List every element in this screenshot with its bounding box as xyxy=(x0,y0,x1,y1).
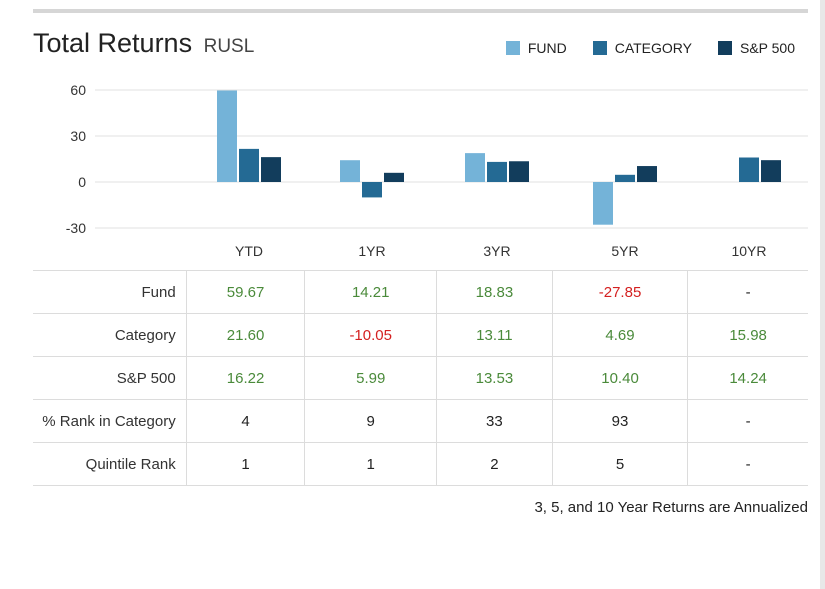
legend-item: S&P 500 xyxy=(717,40,795,56)
legend-swatch xyxy=(505,41,520,55)
table-cell: 4.69 xyxy=(551,313,688,357)
table-cell: 10.40 xyxy=(551,356,688,400)
table-cell: 5.99 xyxy=(304,356,437,400)
table-cell: 4 xyxy=(185,399,305,443)
legend-label: S&P 500 xyxy=(739,40,795,56)
legend-item: CATEGORY xyxy=(592,40,692,56)
table-cell: 5 xyxy=(551,442,688,486)
table-cell: 93 xyxy=(551,399,688,443)
bar-fund-5yr xyxy=(593,182,613,225)
table-cell: -27.85 xyxy=(551,270,688,314)
table-cell: 13.11 xyxy=(435,313,553,357)
ticker-symbol: RUSL xyxy=(203,36,255,57)
bar-category-1yr xyxy=(362,182,382,198)
bar-category-10yr xyxy=(739,157,759,182)
table-cell: - xyxy=(687,442,808,486)
table-row: S&P 500 16.22 5.99 13.53 10.40 14.24 xyxy=(33,356,808,400)
y-tick-label: -30 xyxy=(66,220,86,236)
table-row: Category 21.60 -10.05 13.11 4.69 15.98 xyxy=(33,313,808,357)
bar-fund-1yr xyxy=(340,160,360,182)
bar-s-p-500-3yr xyxy=(509,161,529,182)
table-cell: 16.22 xyxy=(185,356,305,400)
row-label: Quintile Rank xyxy=(33,442,187,486)
table-row: % Rank in Category 4 9 33 93- xyxy=(33,399,808,443)
legend-swatch xyxy=(717,41,732,55)
annualized-footnote: 3, 5, and 10 Year Returns are Annualized xyxy=(534,499,808,516)
table-cell: 18.83 xyxy=(435,270,553,314)
bar-s-p-500-1yr xyxy=(384,172,404,182)
table-cell: 21.60 xyxy=(185,313,305,357)
table-cell: 1 xyxy=(304,442,437,486)
bar-category-ytd xyxy=(239,148,259,182)
table-cell: - xyxy=(687,399,808,443)
bar-s-p-500-ytd xyxy=(261,157,281,182)
table-cell: 1 xyxy=(185,442,305,486)
table-cell: - xyxy=(687,270,808,314)
bar-fund-3yr xyxy=(465,153,485,182)
row-label: % Rank in Category xyxy=(33,399,187,443)
y-tick-label: 0 xyxy=(78,174,86,190)
table-cell: 14.24 xyxy=(687,356,808,400)
title-text: Total Returns xyxy=(33,28,193,58)
row-label: Category xyxy=(33,313,187,357)
x-tick-label: 1YR xyxy=(358,243,385,259)
legend-label: CATEGORY xyxy=(614,40,692,56)
chart-legend: FUND CATEGORY S&P 500 xyxy=(505,40,795,56)
table-cell: 13.53 xyxy=(435,356,553,400)
table-cell: 14.21 xyxy=(304,270,437,314)
legend-swatch xyxy=(592,41,607,55)
row-label: S&P 500 xyxy=(33,356,187,400)
table-cell: 33 xyxy=(435,399,553,443)
x-tick-label: 3YR xyxy=(483,243,510,259)
legend-label: FUND xyxy=(527,40,567,56)
x-tick-label: 5YR xyxy=(611,243,638,259)
top-divider xyxy=(33,9,808,13)
legend-item: FUND xyxy=(505,40,567,56)
right-edge-border xyxy=(820,0,825,589)
x-tick-label: YTD xyxy=(235,243,263,259)
bar-fund-ytd xyxy=(217,90,237,182)
table-row: Quintile Rank 1 1 2 5- xyxy=(33,442,808,486)
row-label: Fund xyxy=(33,270,187,314)
y-tick-label: 30 xyxy=(70,128,86,144)
table-cell: 15.98 xyxy=(687,313,808,357)
table-cell: -10.05 xyxy=(304,313,437,357)
chart-title: Total Returns RUSL xyxy=(33,28,254,59)
table-cell: 9 xyxy=(304,399,437,443)
returns-table: Fund 59.67 14.21 18.83 -27.85- Category 21.60-… xyxy=(33,270,808,486)
bar-s-p-500-10yr xyxy=(761,160,781,182)
x-tick-label: 10YR xyxy=(731,243,766,259)
returns-bar-chart: 60 30 0 -30 YTD 1YR 3YR 5YR 10YR xyxy=(66,82,808,259)
bar-category-5yr xyxy=(615,174,635,182)
bar-category-3yr xyxy=(487,161,507,182)
table-row: Fund 59.67 14.21 18.83 -27.85- xyxy=(33,270,808,314)
table-cell: 59.67 xyxy=(185,270,305,314)
bar-s-p-500-5yr xyxy=(637,166,657,182)
table-cell: 2 xyxy=(435,442,553,486)
y-tick-label: 60 xyxy=(70,82,86,98)
